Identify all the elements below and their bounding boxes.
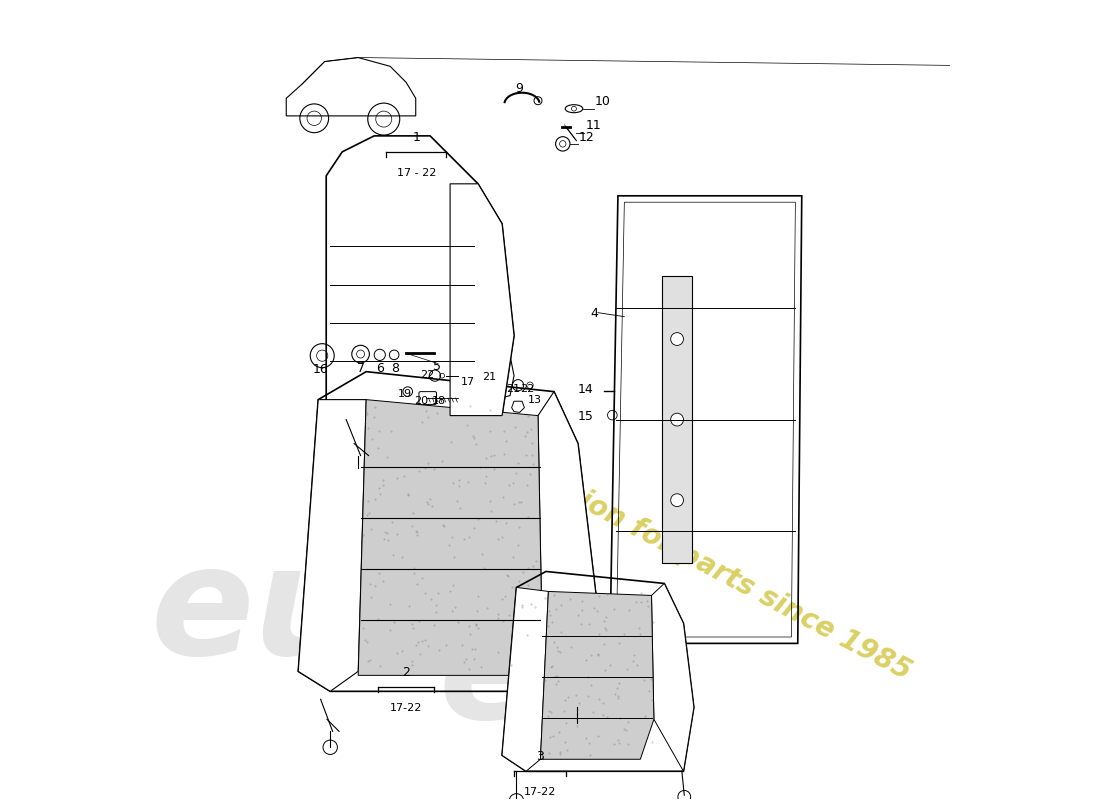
Text: 4: 4 [590, 306, 597, 320]
Polygon shape [298, 400, 366, 691]
Text: euro: euro [151, 538, 543, 687]
Text: 9: 9 [516, 82, 524, 95]
Text: 21: 21 [506, 384, 520, 394]
Polygon shape [538, 392, 598, 691]
Text: 17-22: 17-22 [524, 787, 556, 798]
Polygon shape [662, 276, 692, 563]
Text: 15: 15 [578, 410, 594, 422]
Text: 11: 11 [586, 119, 602, 133]
Text: 5: 5 [432, 360, 440, 373]
Text: 17 - 22: 17 - 22 [397, 168, 437, 178]
Polygon shape [651, 583, 694, 771]
Text: 19: 19 [398, 390, 412, 399]
Polygon shape [540, 591, 653, 759]
Text: 12: 12 [579, 130, 594, 144]
Text: a passion for parts since 1985: a passion for parts since 1985 [486, 439, 916, 686]
Text: 1: 1 [412, 131, 420, 144]
Text: es: es [438, 602, 632, 751]
Polygon shape [502, 587, 549, 771]
Text: 22: 22 [519, 384, 534, 394]
Text: 7: 7 [358, 362, 365, 374]
Text: 8: 8 [390, 362, 399, 374]
Text: 20: 20 [414, 396, 428, 406]
Text: 3: 3 [536, 750, 543, 763]
Text: 16: 16 [312, 363, 329, 376]
Polygon shape [359, 400, 542, 675]
Text: 17: 17 [461, 378, 474, 387]
Text: 2: 2 [403, 666, 410, 679]
Text: 13: 13 [528, 395, 541, 405]
Circle shape [671, 494, 683, 506]
Text: 21: 21 [482, 373, 496, 382]
Circle shape [671, 414, 683, 426]
Circle shape [534, 97, 542, 105]
Text: 17-22: 17-22 [389, 703, 422, 714]
Text: 14: 14 [578, 382, 594, 396]
Text: 22: 22 [420, 370, 434, 380]
Text: 6: 6 [376, 362, 384, 374]
Polygon shape [450, 184, 514, 416]
Text: 18: 18 [431, 396, 446, 406]
Text: 10: 10 [595, 95, 610, 109]
Circle shape [671, 333, 683, 346]
